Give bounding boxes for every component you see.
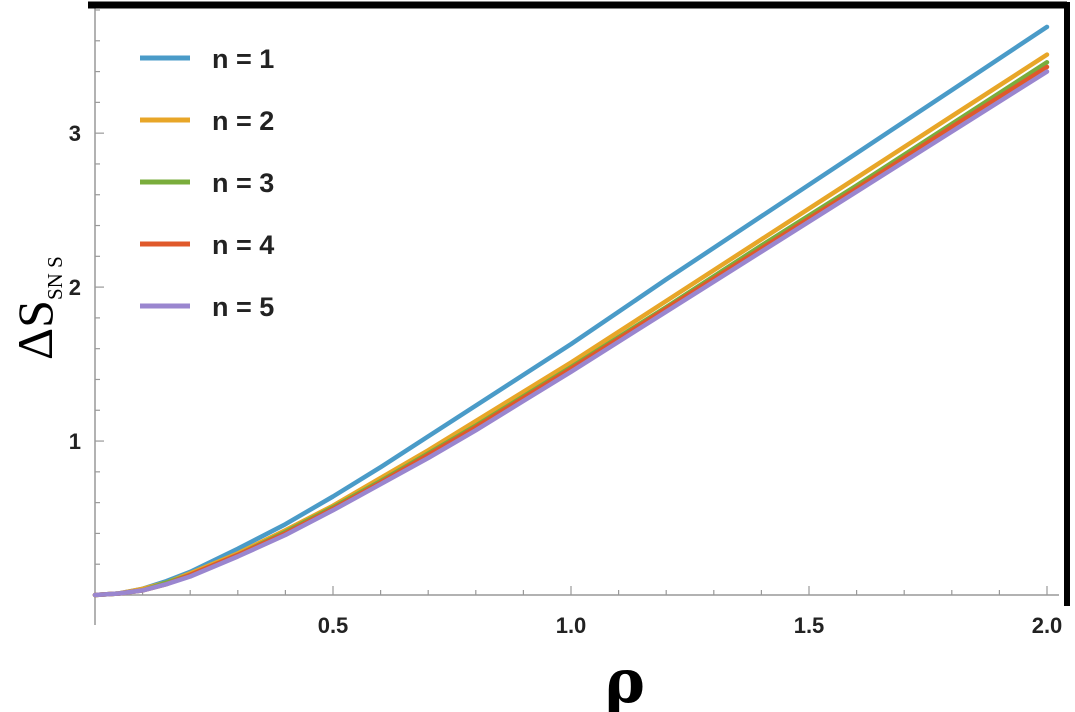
- minor-ticks: [95, 9, 1048, 595]
- svg-text:ΔSSN S: ΔSSN S: [7, 256, 67, 360]
- series-lines: [92, 24, 1050, 598]
- y-tick-label: 3: [69, 121, 81, 146]
- y-tick-label: 1: [69, 429, 81, 454]
- image-frame: [88, 1, 1070, 606]
- x-tick-label: 0.5: [318, 613, 349, 638]
- legend-label: n = 1: [212, 44, 274, 74]
- legend-label: n = 5: [212, 292, 274, 322]
- tick-labels: 0.5 1.0 1.5 2.0 1 2 3: [69, 121, 1063, 638]
- x-tick-label: 1.5: [794, 613, 825, 638]
- series-line: [92, 69, 1050, 598]
- x-tick-label: 1.0: [556, 613, 587, 638]
- legend-label: n = 4: [212, 230, 274, 260]
- y-axis-label-sub: SN S: [43, 256, 67, 300]
- y-axis-label-main: ΔS: [7, 300, 63, 360]
- y-axis-label: ΔSSN S: [7, 256, 67, 360]
- legend-label: n = 2: [212, 106, 274, 136]
- x-tick-label: 2.0: [1032, 613, 1063, 638]
- x-axis-label: ρ: [605, 647, 645, 712]
- legend-label: n = 3: [212, 168, 274, 198]
- y-tick-label: 2: [69, 275, 81, 300]
- legend: n = 1 n = 2 n = 3 n = 4 n = 5: [140, 44, 274, 322]
- axes: [94, 6, 1059, 625]
